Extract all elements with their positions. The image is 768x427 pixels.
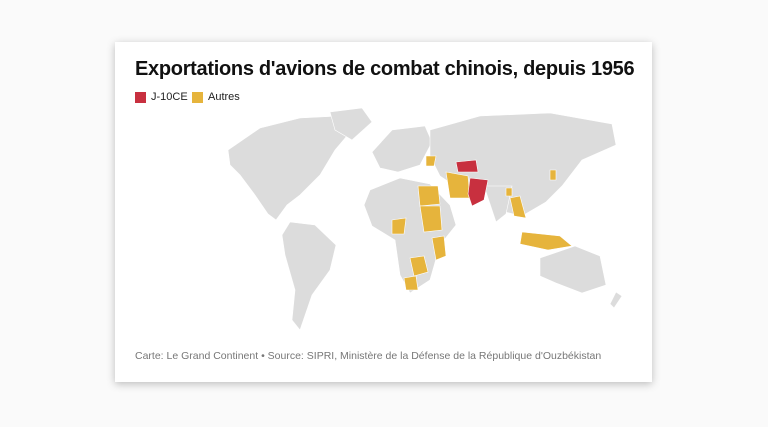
- legend-item: J-10CE: [135, 91, 188, 103]
- country: [455, 159, 479, 173]
- south-america: [281, 221, 337, 331]
- source-note: Carte: Le Grand Continent • Source: SIPR…: [135, 350, 602, 362]
- europe: [371, 125, 433, 173]
- legend-swatch: [135, 91, 146, 103]
- world-map: [227, 107, 623, 331]
- greenland: [329, 107, 373, 141]
- legend-swatch: [192, 91, 203, 103]
- country: [467, 177, 489, 207]
- new-zealand: [609, 291, 623, 309]
- country: [519, 231, 573, 251]
- land: [227, 107, 623, 331]
- map-title: Exportations d'avions de combat chinois,…: [135, 58, 635, 80]
- legend-label: Autres: [208, 91, 240, 103]
- country: [445, 171, 471, 199]
- legend-item: Autres: [192, 91, 240, 103]
- country: [409, 255, 429, 277]
- country: [425, 155, 437, 167]
- country: [403, 275, 419, 291]
- legend-label: J-10CE: [151, 91, 188, 103]
- country: [505, 187, 513, 197]
- country: [549, 169, 557, 181]
- country: [509, 195, 527, 219]
- map-card: Exportations d'avions de combat chinois,…: [115, 42, 652, 382]
- country: [417, 185, 441, 207]
- australia: [539, 245, 607, 294]
- north-america: [227, 115, 353, 221]
- africa: [363, 177, 457, 294]
- country: [419, 205, 443, 233]
- country: [431, 235, 447, 261]
- country: [391, 217, 407, 235]
- india: [483, 185, 513, 223]
